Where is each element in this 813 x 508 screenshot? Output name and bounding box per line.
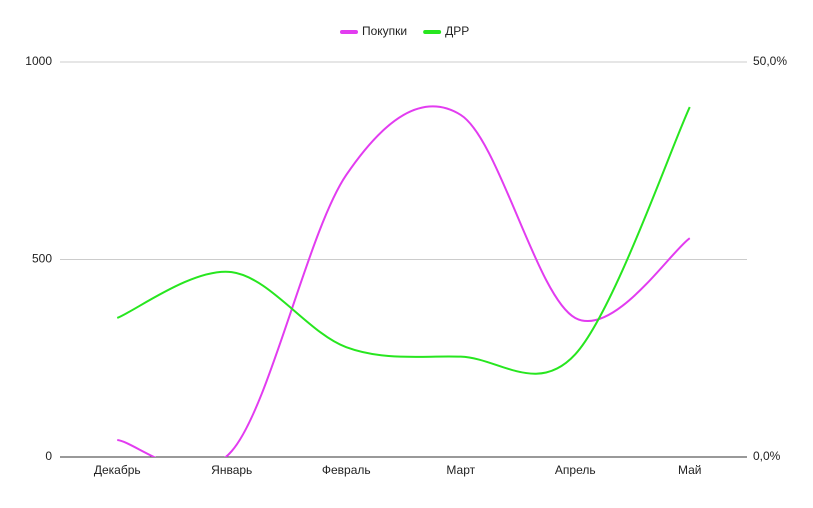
x-tick-label: Апрель [555,463,596,477]
x-tick-label: Февраль [322,463,371,477]
y-tick-label: 0 [45,449,52,463]
y-tick-label: 1000 [25,54,52,68]
y2-tick-label: 50,0% [753,54,787,68]
series-line [116,106,691,375]
plot-lines [116,105,691,457]
x-tick-label: Январь [211,463,252,477]
x-tick-label: Май [678,463,702,477]
y-tick-label: 500 [32,252,52,266]
series-line [117,105,691,457]
y2-tick-label: 0,0% [753,449,781,463]
legend-label: Покупки [362,24,407,38]
legend-label: ДРР [445,24,469,38]
x-tick-label: Март [446,463,475,477]
x-tick-label: Декабрь [94,463,141,477]
